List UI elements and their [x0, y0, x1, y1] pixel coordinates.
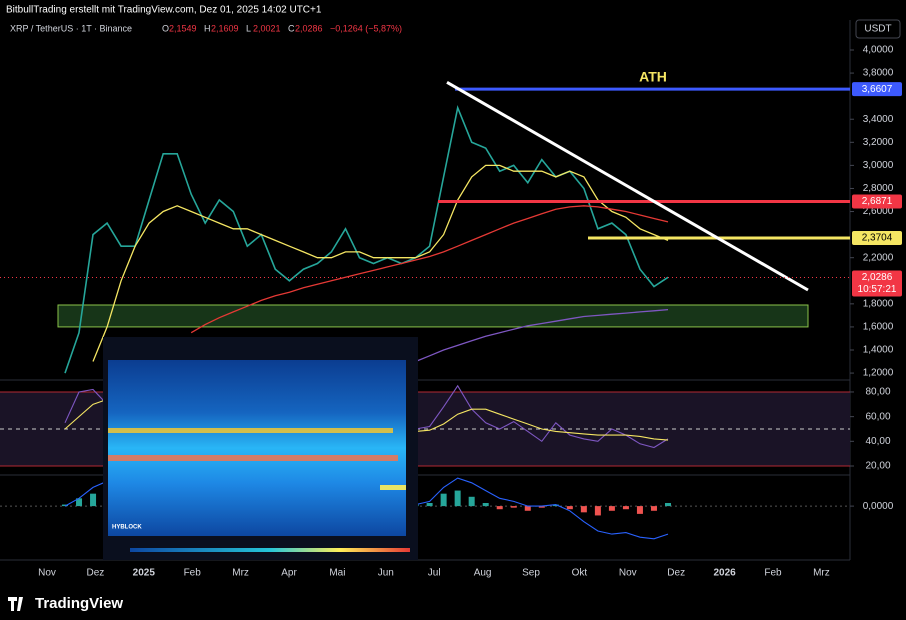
- inset-label: HYBLOCK: [112, 525, 142, 531]
- macd-bar: [524, 506, 531, 511]
- header: BitbullTrading erstellt mit TradingView.…: [6, 5, 322, 16]
- y-tick-label: 2,2000: [863, 252, 894, 263]
- currency: USDT: [864, 24, 891, 35]
- x-tick-label: Mrz: [232, 568, 249, 579]
- macd-bar: [440, 493, 447, 507]
- macd-bar: [496, 506, 503, 510]
- support-zone: [57, 304, 809, 328]
- macd-bar: [76, 498, 83, 507]
- price-tag: [852, 270, 902, 297]
- annotation: ATH: [639, 69, 667, 85]
- y-tick-label: 2,8000: [863, 183, 894, 194]
- y-tick-label: 3,2000: [863, 137, 894, 148]
- currency-button[interactable]: [855, 19, 901, 39]
- x-tick-label: 2025: [133, 568, 156, 579]
- x-tick-label: Feb: [184, 568, 202, 579]
- y-tick-label: 0,0000: [863, 501, 894, 512]
- y-tick-label: 3,4000: [863, 114, 894, 125]
- y-tick-label: 2,6000: [863, 206, 894, 217]
- axes: Nov Dez 2025 Feb Mrz Apr Mai Jun Jul Aug Sep Okt Nov…: [38, 45, 902, 579]
- y-tick-label: 3,0000: [863, 160, 894, 171]
- macd-bar: [454, 490, 461, 507]
- x-tick-label: Nov: [619, 568, 637, 579]
- x-tick-label: Okt: [572, 568, 588, 579]
- change: −0,1264 (−5,87%): [330, 23, 402, 33]
- y-tick-label: 1,2000: [863, 368, 894, 379]
- y-tick-label: 3,8000: [863, 68, 894, 79]
- x-tick-label: Dez: [87, 568, 105, 579]
- x-tick-label: Apr: [281, 568, 297, 579]
- color-scale: [130, 548, 410, 552]
- x-tick-label: Nov: [38, 568, 56, 579]
- heatmap: [108, 360, 406, 536]
- y-tick-label: 4,0000: [863, 45, 894, 56]
- macd-bar: [538, 506, 545, 508]
- series-line: [190, 205, 669, 334]
- x-tick-label: 2026: [713, 568, 736, 579]
- y-tick-label: 40,00: [865, 436, 890, 447]
- y-tick-label: 20,00: [865, 461, 890, 472]
- level-tag: [852, 82, 902, 97]
- macd-bar: [468, 496, 475, 507]
- macd-bar: [552, 504, 559, 507]
- macd-bar: [665, 503, 671, 507]
- macd-bar: [482, 503, 489, 507]
- heat-band: [380, 485, 406, 490]
- price-label: 2,0286: [862, 272, 893, 283]
- macd-bar: [510, 506, 517, 508]
- macd-bar: [426, 503, 433, 507]
- ohlc-value: 2,1549: [169, 23, 197, 33]
- trendline: [446, 81, 809, 292]
- x-tick-label: Sep: [522, 568, 540, 579]
- level-label: 3,6607: [862, 84, 893, 95]
- x-tick-label: Aug: [474, 568, 492, 579]
- macd-bar: [608, 506, 615, 511]
- macd-bar: [580, 506, 587, 513]
- x-tick-label: Mai: [329, 568, 345, 579]
- macd-bar: [650, 506, 657, 511]
- macd-bar: [594, 506, 601, 516]
- x-tick-label: Dez: [667, 568, 685, 579]
- y-tick-label: 60,00: [865, 411, 890, 422]
- ohlc-label: H: [204, 23, 211, 33]
- ohlc-label: L: [246, 23, 251, 33]
- y-tick-label: 1,6000: [863, 322, 894, 333]
- series-line: [92, 164, 669, 362]
- logo: TradingView: [35, 595, 123, 612]
- ohlc-value: 2,0286: [295, 23, 323, 33]
- macd-bar: [90, 493, 97, 507]
- symbol: XRP / TetherUS · 1T · Binance: [10, 23, 132, 33]
- macd-bar: [62, 504, 68, 507]
- y-tick-label: 1,8000: [863, 298, 894, 309]
- level-tag: [852, 194, 902, 209]
- macd-bar: [566, 506, 573, 510]
- macd-bar: [622, 506, 629, 510]
- logo-icon: [8, 597, 23, 611]
- ohlc-value: 2,1609: [211, 23, 239, 33]
- x-tick-label: Feb: [764, 568, 782, 579]
- ohlc-value: 2,0021: [253, 23, 281, 33]
- series-line: [415, 308, 669, 363]
- x-tick-label: Jul: [428, 568, 441, 579]
- heatmap-inset: HYBLOCK: [103, 337, 418, 560]
- level-label: 2,6871: [862, 196, 893, 207]
- countdown: 10:57:21: [858, 284, 897, 295]
- x-tick-label: Mrz: [813, 568, 830, 579]
- ohlc-label: O: [162, 23, 169, 33]
- y-tick-label: 80,00: [865, 387, 890, 398]
- y-tick-label: 1,4000: [863, 345, 894, 356]
- ohlc-label: C: [288, 23, 295, 33]
- x-tick-label: Jun: [378, 568, 394, 579]
- heat-band: [108, 455, 398, 461]
- macd-bar: [636, 506, 643, 514]
- heat-band: [108, 428, 393, 433]
- level-tag: [852, 231, 902, 246]
- level-label: 2,3704: [862, 233, 893, 244]
